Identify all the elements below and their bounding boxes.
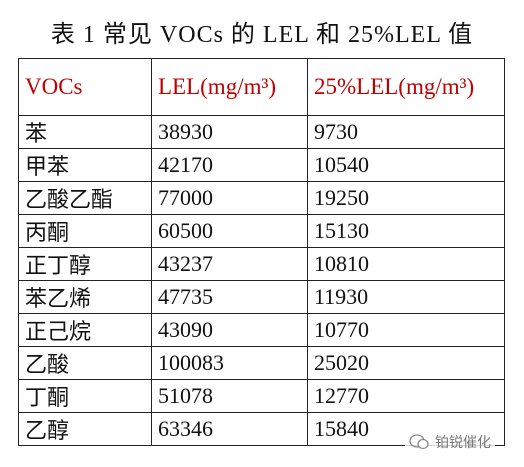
watermark-text: 铂锐催化 — [435, 435, 491, 451]
table-row: 甲苯 42170 10540 — [18, 148, 505, 182]
table-cell: 正丁醇 — [18, 247, 152, 281]
table-cell: 43237 — [151, 247, 308, 281]
table-cell: 10770 — [307, 313, 505, 347]
header-cell: LEL(mg/m³) — [151, 58, 308, 116]
table-cell: 10810 — [307, 247, 505, 281]
table-cell: 25020 — [307, 346, 505, 380]
table-row: 乙酸 100083 25020 — [18, 346, 505, 380]
header-cell: VOCs — [18, 58, 152, 116]
table-cell: 47735 — [151, 280, 308, 314]
table-row: 正己烷 43090 10770 — [18, 313, 505, 347]
header-row: VOCs LEL(mg/m³) 25%LEL(mg/m³) — [18, 58, 505, 116]
table-cell: 正己烷 — [18, 313, 152, 347]
table-cell: 12770 — [307, 379, 505, 413]
table-cell: 19250 — [307, 181, 505, 215]
table-cell: 51078 — [151, 379, 308, 413]
table-cell: 43090 — [151, 313, 308, 347]
watermark: 铂锐催化 — [405, 430, 495, 454]
table-row: 苯乙烯 47735 11930 — [18, 280, 505, 314]
table-cell: 苯 — [18, 115, 152, 149]
table-body: VOCs LEL(mg/m³) 25%LEL(mg/m³) 苯 38930 9730 甲苯 4… — [18, 58, 505, 446]
table-cell: 乙酸 — [18, 346, 152, 380]
table-cell: 100083 — [151, 346, 308, 380]
table-cell: 10540 — [307, 148, 505, 182]
table-cell: 9730 — [307, 115, 505, 149]
table-row: 正丁醇 43237 10810 — [18, 247, 505, 281]
table-cell: 63346 — [151, 412, 308, 446]
table-row: 乙醇 63346 15840 — [18, 412, 505, 446]
table-cell: 38930 — [151, 115, 308, 149]
table-title: 表 1 常见 VOCs 的 LEL 和 25%LEL 值 — [50, 22, 474, 48]
table-cell: 42170 — [151, 148, 308, 182]
table-cell: 甲苯 — [18, 148, 152, 182]
table-cell: 丙酮 — [18, 214, 152, 248]
table-row: 乙酸乙酯 77000 19250 — [18, 181, 505, 215]
header-cell: 25%LEL(mg/m³) — [307, 58, 505, 116]
table-cell: 77000 — [151, 181, 308, 215]
table-cell: 11930 — [307, 280, 505, 314]
table-cell: 乙醇 — [18, 412, 152, 446]
table-row: 苯 38930 9730 — [18, 115, 505, 149]
table-row: 丁酮 51078 12770 — [18, 379, 505, 413]
table-cell: 苯乙烯 — [18, 280, 152, 314]
table-cell: 丁酮 — [18, 379, 152, 413]
watermark-icon — [409, 434, 429, 450]
lel-table: VOCs LEL(mg/m³) 25%LEL(mg/m³) 苯 38930 9730 甲苯 4… — [18, 58, 505, 446]
table-cell: 60500 — [151, 214, 308, 248]
table-row: 丙酮 60500 15130 — [18, 214, 505, 248]
table-cell: 15130 — [307, 214, 505, 248]
table-cell: 乙酸乙酯 — [18, 181, 152, 215]
